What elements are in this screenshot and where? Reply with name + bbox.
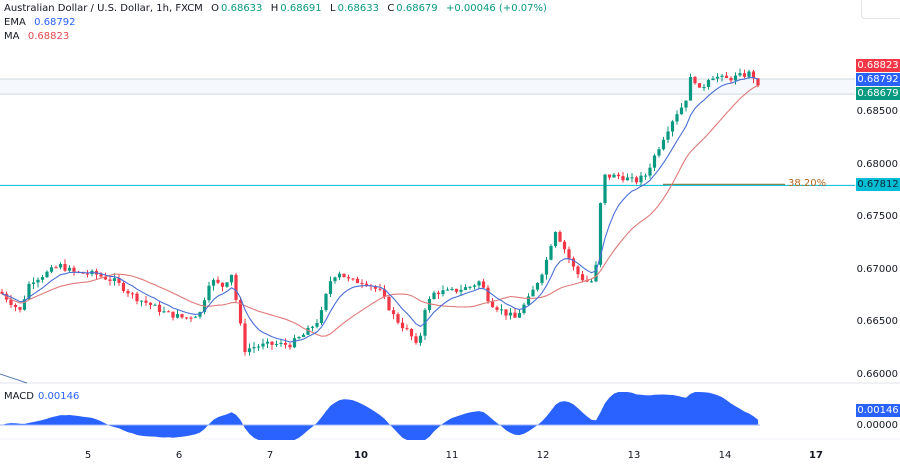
- price-tick: 0.66500: [856, 316, 898, 328]
- chart-legend: Australian Dollar / U.S. Dollar, 1h, FXC…: [4, 2, 549, 44]
- open-value: 0.68633: [221, 3, 263, 14]
- last-price-label: 0.68679: [856, 87, 900, 100]
- chart-settings-box[interactable]: [861, 0, 900, 19]
- ema-row[interactable]: EMA 0.68792: [4, 16, 549, 30]
- symbol-title[interactable]: Australian Dollar / U.S. Dollar, 1h, FXC…: [4, 3, 203, 14]
- fib-price-label: 0.67812: [856, 178, 900, 191]
- high-label: H: [270, 3, 279, 14]
- macd-label: MACD: [4, 391, 34, 402]
- price-tick: 0.67500: [856, 211, 898, 223]
- ma-label: MA: [4, 31, 20, 42]
- ema-label: EMA: [4, 17, 26, 28]
- close-value: 0.68679: [396, 3, 438, 14]
- open-label: O: [211, 3, 220, 14]
- price-tick: 0.68500: [856, 106, 898, 117]
- high-value: 0.68691: [280, 3, 322, 14]
- low-value: 0.68633: [337, 3, 379, 14]
- price-tick: 0.66000: [856, 369, 898, 380]
- ema-price-label: 0.68792: [856, 73, 900, 86]
- ma-row[interactable]: MA 0.68823: [4, 30, 549, 44]
- time-tick: 14: [718, 450, 732, 461]
- macd-value: 0.00146: [37, 391, 80, 402]
- ma-price-label: 0.68823: [856, 59, 900, 72]
- time-tick: 5: [84, 450, 92, 461]
- time-tick: 12: [536, 450, 550, 461]
- macd-value-label: 0.00146: [856, 404, 900, 417]
- time-tick: 13: [627, 450, 641, 461]
- time-tick: 10: [354, 450, 368, 461]
- ma-value: 0.68823: [27, 31, 70, 42]
- low-label: L: [330, 3, 336, 14]
- ema-value: 0.68792: [34, 17, 76, 28]
- price-tick: 0.68000: [856, 158, 898, 170]
- time-tick: 17: [809, 450, 823, 461]
- macd-zero-label: 0.00000: [856, 420, 898, 431]
- time-tick: 11: [445, 450, 459, 461]
- symbol-row: Australian Dollar / U.S. Dollar, 1h, FXC…: [4, 2, 549, 16]
- price-tick: 0.67000: [856, 263, 898, 275]
- fib-level-label: 38.20%: [788, 178, 827, 189]
- time-tick: 6: [175, 450, 183, 461]
- macd-legend[interactable]: MACD 0.00146: [4, 391, 79, 402]
- change-value: +0.00046 (+0.07%): [446, 3, 547, 14]
- close-label: C: [387, 3, 395, 14]
- time-tick: 7: [266, 450, 274, 461]
